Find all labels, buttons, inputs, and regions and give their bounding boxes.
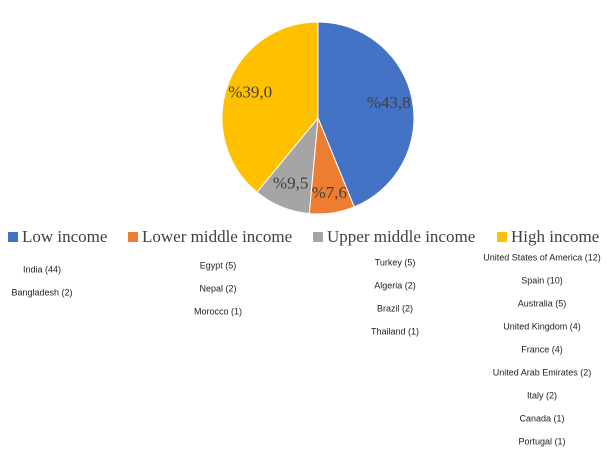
legend-swatch (313, 232, 323, 242)
country-item: United Arab Emirates (2) (493, 367, 592, 377)
country-item: Brazil (2) (377, 303, 413, 313)
country-item: Canada (1) (519, 413, 564, 423)
slice-label: %7,6 (312, 183, 347, 202)
slice-label: %9,5 (273, 174, 308, 193)
legend-label: Low income (22, 227, 107, 246)
country-item: Morocco (1) (194, 306, 242, 316)
legend-label: Upper middle income (327, 227, 475, 246)
pie-slice (317, 21, 415, 208)
slice-label: %39,0 (228, 83, 272, 102)
legend-swatch (128, 232, 138, 242)
legend-label: Lower middle income (142, 227, 292, 246)
country-item: Spain (10) (521, 275, 563, 285)
country-item: Bangladesh (2) (11, 287, 72, 297)
country-item: Algeria (2) (374, 280, 416, 290)
country-item: Thailand (1) (371, 326, 419, 336)
country-item: Italy (2) (527, 390, 557, 400)
country-item: United Kingdom (4) (503, 321, 581, 331)
pie-slice (221, 21, 319, 193)
country-item: India (44) (23, 264, 61, 274)
country-item: Australia (5) (518, 298, 567, 308)
legend-label: High income (511, 227, 599, 246)
country-item: France (4) (521, 344, 563, 354)
country-item: Turkey (5) (375, 257, 416, 267)
country-item: Egypt (5) (200, 260, 237, 270)
legend-swatch (8, 232, 18, 242)
country-item: United States of America (12) (483, 252, 601, 262)
country-item: Portugal (1) (518, 436, 565, 446)
slice-label: %43,8 (367, 93, 411, 112)
country-item: Nepal (2) (199, 283, 236, 293)
legend-swatch (497, 232, 507, 242)
